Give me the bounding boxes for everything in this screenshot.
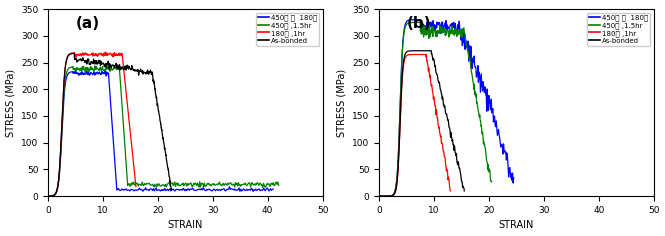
Legend: 450＿ ？  180＿, 450＿ ,1.5hr, 180＿ ,1hr, As-bonded: 450＿ ？ 180＿, 450＿ ,1.5hr, 180＿ ,1hr, As-… — [256, 13, 319, 46]
Legend: 450＿ ？  180＿, 450＿ ,1.5hr, 180＿ ,1hr, As-bonded: 450＿ ？ 180＿, 450＿ ,1.5hr, 180＿ ,1hr, As-… — [587, 13, 650, 46]
X-axis label: STRAIN: STRAIN — [499, 220, 534, 230]
X-axis label: STRAIN: STRAIN — [168, 220, 203, 230]
Text: (a): (a) — [76, 16, 100, 31]
Y-axis label: STRESS (MPa): STRESS (MPa) — [5, 68, 15, 137]
Y-axis label: STRESS (MPa): STRESS (MPa) — [336, 68, 346, 137]
Text: (b): (b) — [406, 16, 432, 31]
